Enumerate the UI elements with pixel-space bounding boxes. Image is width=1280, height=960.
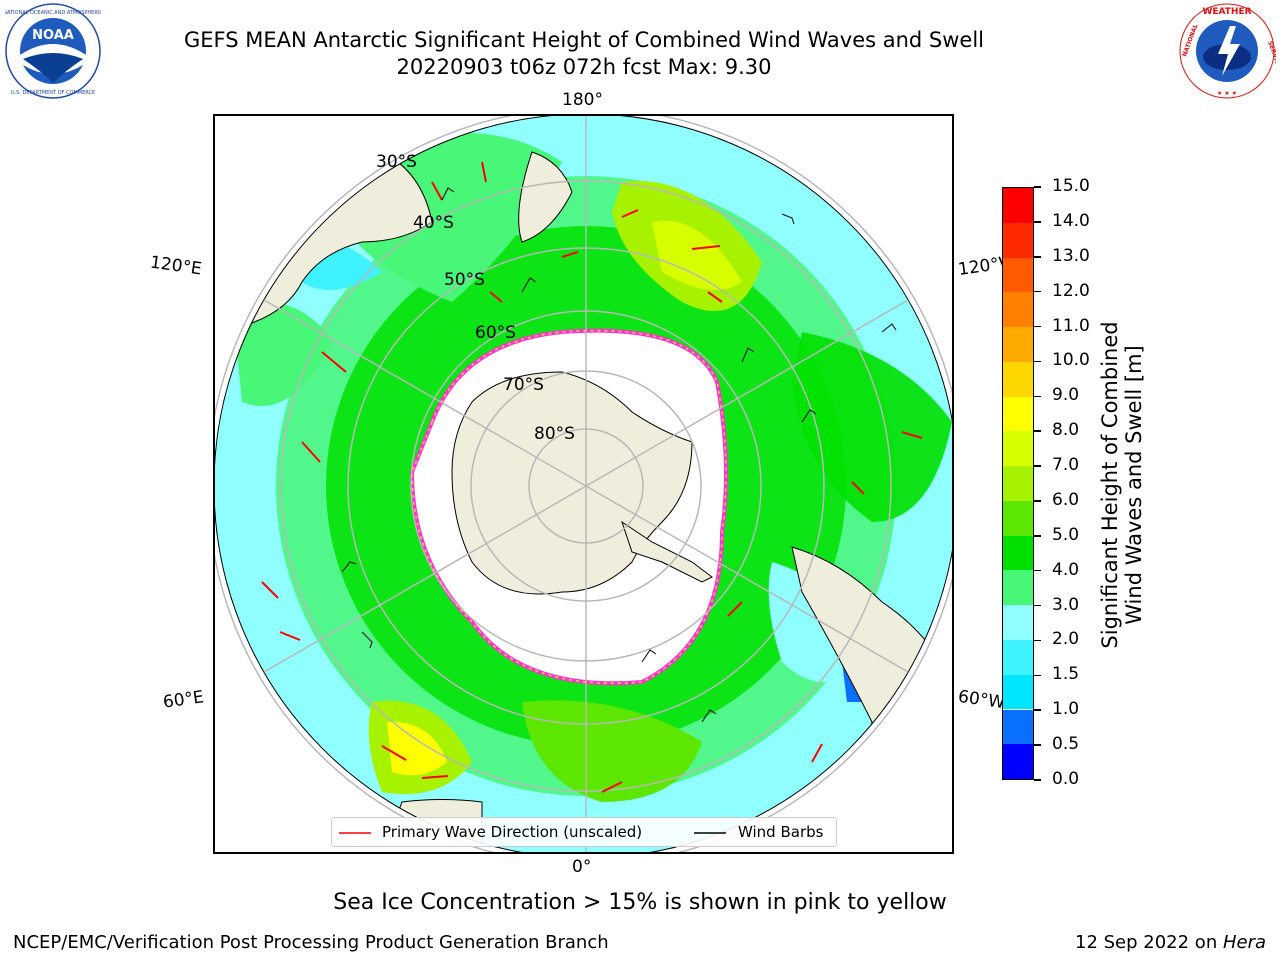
footer-date: 12 Sep 2022 on Hera — [1075, 932, 1266, 953]
colorbar-tick-label: 13.0 — [1052, 245, 1090, 266]
colorbar-segment — [1003, 257, 1033, 293]
colorbar-tick-label: 6.0 — [1052, 489, 1080, 510]
colorbar-tick-label: 3.0 — [1052, 594, 1080, 615]
nws-logo: WEATHER ★ ★ ★ NATIONAL SERVICE — [1178, 2, 1280, 100]
map-legend: Primary Wave Direction (unscaled) Wind B… — [331, 817, 837, 847]
colorbar-tick-label: 7.0 — [1052, 455, 1080, 476]
polar-map[interactable] — [213, 114, 954, 854]
colorbar-title-line2: Wind Waves and Swell [m] — [1122, 345, 1146, 625]
colorbar-segment — [1003, 744, 1033, 779]
colorbar-tick-mark — [1034, 395, 1041, 398]
colorbar-segment — [1003, 396, 1033, 432]
colorbar-segment — [1003, 639, 1033, 675]
colorbar-tick-label: 12.0 — [1052, 280, 1090, 301]
colorbar-tick-label: 1.0 — [1052, 699, 1080, 720]
footer-credit: NCEP/EMC/Verification Post Processing Pr… — [13, 932, 609, 953]
lon-label-120e: 120°E — [148, 252, 203, 280]
svg-text:★ ★ ★: ★ ★ ★ — [1217, 90, 1237, 97]
colorbar-tick-mark — [1034, 256, 1041, 258]
colorbar-tick-label: 9.0 — [1052, 385, 1080, 406]
colorbar-tick-label: 4.0 — [1052, 559, 1080, 580]
colorbar-tick-mark — [1034, 639, 1041, 642]
graticule — [215, 116, 952, 852]
noaa-logo: NOAA NATIONAL OCEANIC AND ATMOSPHERIC U.… — [3, 3, 103, 99]
colorbar-tick-label: 5.0 — [1052, 524, 1080, 545]
colorbar-tick-label: 10.0 — [1052, 350, 1090, 371]
colorbar-segment — [1003, 361, 1033, 397]
lat-label-30s: 30°S — [376, 152, 417, 172]
colorbar-tick-mark — [1034, 569, 1041, 572]
lat-label-80s: 80°S — [534, 424, 575, 444]
footer-date-text: 12 Sep 2022 on — [1075, 932, 1223, 953]
wave-direction-arrows — [261, 161, 923, 793]
colorbar-segment — [1003, 500, 1033, 536]
lon-label-180: 180° — [562, 90, 603, 110]
colorbar-tick-label: 15.0 — [1052, 176, 1090, 196]
colorbar-segment — [1003, 222, 1033, 258]
colorbar-tick-label: 1.5 — [1052, 664, 1080, 685]
colorbar-segment — [1003, 535, 1033, 571]
colorbar-segment — [1003, 709, 1033, 745]
colorbar-tick-label: 0.5 — [1052, 734, 1080, 755]
colorbar-title-line1: Significant Height of Combined — [1098, 321, 1122, 649]
colorbar-tick-mark — [1034, 779, 1041, 781]
colorbar-segment — [1003, 188, 1033, 223]
chart-title: GEFS MEAN Antarctic Significant Height o… — [183, 28, 985, 52]
colorbar-title: Significant Height of Combined Wind Wave… — [1098, 321, 1146, 648]
colorbar-tick-mark — [1034, 744, 1041, 746]
colorbar-tick-label: 14.0 — [1052, 210, 1090, 231]
colorbar-tick-mark — [1034, 535, 1041, 537]
colorbar-tick-mark — [1034, 465, 1041, 467]
colorbar-tick-mark — [1034, 709, 1041, 711]
sea-ice-note: Sea Ice Concentration > 15% is shown in … — [333, 890, 947, 915]
colorbar-segment — [1003, 292, 1033, 328]
svg-text:U.S. DEPARTMENT OF COMMERCE: U.S. DEPARTMENT OF COMMERCE — [11, 90, 95, 96]
colorbar-segment — [1003, 570, 1033, 606]
svg-text:WEATHER: WEATHER — [1202, 7, 1251, 17]
colorbar-segment — [1003, 674, 1033, 710]
colorbar-tick-label: 11.0 — [1052, 315, 1090, 336]
colorbar-segment — [1003, 466, 1033, 501]
lat-label-50s: 50°S — [444, 270, 485, 290]
legend-wave-direction: Primary Wave Direction (unscaled) — [382, 823, 643, 841]
colorbar-tick-label: 0.0 — [1052, 769, 1080, 789]
lon-label-60w: 60°W — [956, 686, 1007, 714]
map-canvas — [215, 116, 952, 852]
colorbar-tick-mark — [1034, 221, 1041, 223]
lat-label-60s: 60°S — [475, 323, 516, 343]
colorbar-tick-mark — [1034, 604, 1041, 607]
wind-barbs — [341, 187, 897, 723]
footer-host: Hera — [1222, 932, 1266, 953]
svg-text:NOAA: NOAA — [32, 28, 74, 43]
colorbar-tick-mark — [1034, 186, 1041, 188]
colorbar-tick-mark — [1034, 325, 1041, 328]
colorbar — [1002, 187, 1034, 780]
colorbar-tick-mark — [1034, 500, 1041, 502]
svg-text:NATIONAL OCEANIC AND ATMOSPHER: NATIONAL OCEANIC AND ATMOSPHERIC — [5, 10, 101, 16]
lat-label-40s: 40°S — [413, 213, 454, 233]
colorbar-tick-mark — [1034, 430, 1041, 432]
colorbar-tick-mark — [1034, 674, 1041, 677]
lon-label-0: 0° — [572, 857, 592, 877]
colorbar-tick-mark — [1034, 360, 1041, 363]
colorbar-segment — [1003, 327, 1033, 362]
chart-subtitle: 20220903 t06z 072h fcst Max: 9.30 — [396, 55, 772, 79]
colorbar-segment — [1003, 605, 1033, 640]
colorbar-tick-mark — [1034, 290, 1041, 293]
lon-label-60e: 60°E — [161, 687, 206, 713]
legend-wind-barbs: Wind Barbs — [738, 823, 824, 841]
lat-label-70s: 70°S — [503, 375, 544, 395]
colorbar-tick-label: 8.0 — [1052, 420, 1080, 441]
colorbar-segment — [1003, 431, 1033, 467]
colorbar-tick-label: 2.0 — [1052, 629, 1080, 650]
